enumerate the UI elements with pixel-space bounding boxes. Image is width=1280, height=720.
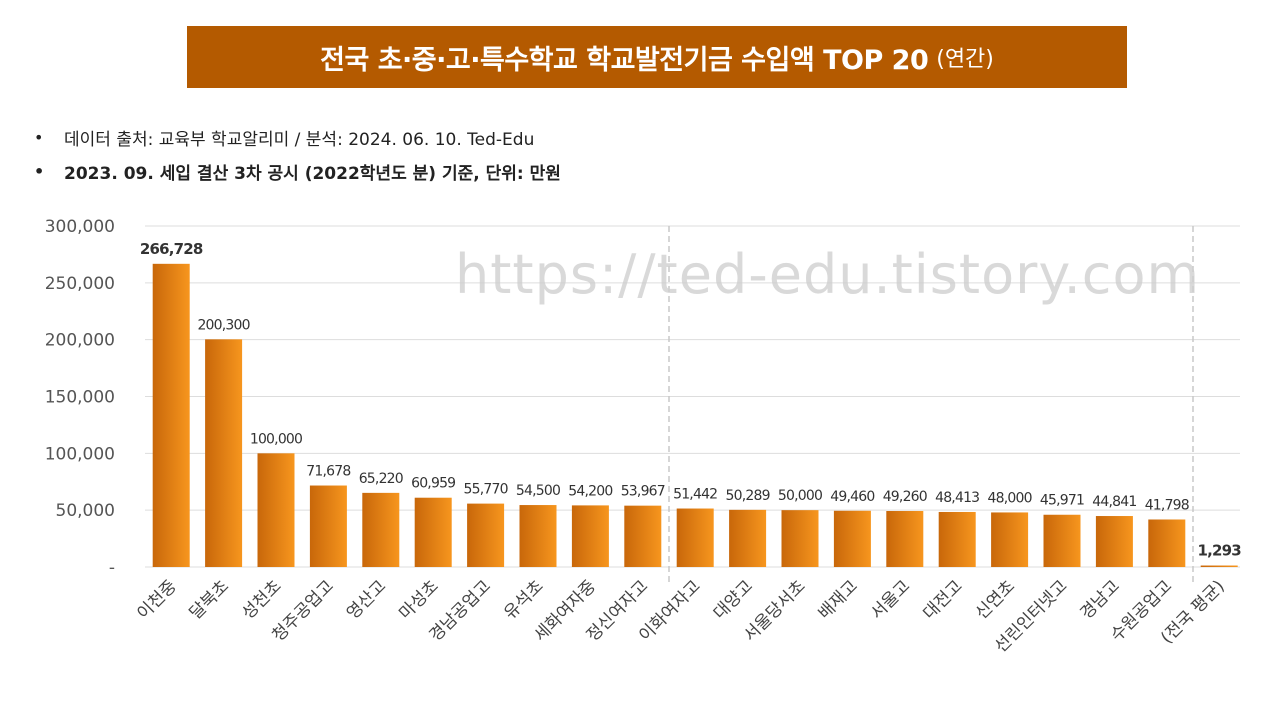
bar <box>362 492 400 567</box>
data-label: 54,200 <box>568 483 612 499</box>
bar <box>833 510 871 567</box>
data-label: 45,971 <box>1040 493 1084 509</box>
x-tick-label: 이천중 <box>133 576 180 623</box>
bar <box>309 485 347 567</box>
data-label: 60,959 <box>411 476 455 492</box>
x-tick-label: 유석초 <box>500 576 547 623</box>
x-tick-label: 영산고 <box>343 576 390 623</box>
bullet-icon: • <box>34 127 44 147</box>
data-label: 50,000 <box>778 488 822 504</box>
data-label: 55,770 <box>464 482 508 498</box>
x-tick-label: 서울고 <box>867 576 914 623</box>
bar <box>729 509 767 567</box>
y-tick-label: - <box>109 558 115 578</box>
data-label: 100,000 <box>250 431 302 447</box>
bar <box>991 512 1029 567</box>
bullet-icon: • <box>34 161 45 181</box>
bars <box>152 263 1238 567</box>
bar <box>1095 516 1133 567</box>
data-label: 51,442 <box>673 487 717 503</box>
bar <box>257 453 295 567</box>
watermark-text: https://ted-edu.tistory.com <box>455 243 1201 306</box>
data-label: 44,841 <box>1092 494 1136 510</box>
bar <box>676 508 714 567</box>
bar <box>886 511 924 567</box>
y-tick-label: 250,000 <box>45 274 115 294</box>
notes-list: • 데이터 출처: 교육부 학교알리미 / 분석: 2024. 06. 10. … <box>34 120 561 188</box>
data-labels: 266,728 200,300 100,000 71,678 65,220 60,959 5… <box>140 240 1242 560</box>
data-label: 49,260 <box>883 489 927 505</box>
bar <box>152 263 190 567</box>
x-tick-label: 배재고 <box>815 576 862 623</box>
y-tick-label: 150,000 <box>45 388 115 408</box>
x-tick-label: 대전고 <box>919 576 966 623</box>
data-label: 48,413 <box>935 490 979 506</box>
data-label: 49,460 <box>830 489 874 505</box>
chart-title-period: (연간) <box>936 47 994 72</box>
note-source-text: 데이터 출처: 교육부 학교알리미 / 분석: 2024. 06. 10. Te… <box>64 129 535 150</box>
y-tick-label: 50,000 <box>56 501 115 521</box>
data-label: 53,967 <box>621 484 665 500</box>
bar-chart: - 50,000 100,000 150,000 200,000 250,000 300,0… <box>45 217 1242 657</box>
data-label: 200,300 <box>197 317 249 333</box>
y-tick-label: 300,000 <box>45 217 115 237</box>
data-label: 54,500 <box>516 483 560 499</box>
note-source: • 데이터 출처: 교육부 학교알리미 / 분석: 2024. 06. 10. … <box>34 120 561 154</box>
data-label: 71,678 <box>306 464 350 480</box>
bar <box>781 510 819 567</box>
note-basis: • 2023. 09. 세입 결산 3차 공시 (2022학년도 분) 기준, … <box>34 154 561 188</box>
bar <box>571 505 609 567</box>
x-tick-label: 경남고 <box>1077 576 1124 623</box>
chart-title-banner: 전국 초·중·고·특수학교 학교발전기금 수입액 TOP 20 (연간) <box>187 26 1127 88</box>
bar <box>1200 565 1238 567</box>
bar <box>624 505 662 567</box>
bar <box>1148 519 1186 567</box>
y-tick-label: 200,000 <box>45 331 115 351</box>
bar <box>1043 514 1081 567</box>
chart-title: 전국 초·중·고·특수학교 학교발전기금 수입액 TOP 20 <box>320 44 929 76</box>
x-tick-label: 달북초 <box>186 576 233 623</box>
data-label: 48,000 <box>988 490 1032 506</box>
y-tick-label: 100,000 <box>45 444 115 464</box>
x-tick-label: 신연초 <box>972 576 1019 623</box>
data-label: 50,289 <box>726 488 770 504</box>
bar <box>414 497 452 567</box>
x-tick-label: 마성초 <box>395 576 442 623</box>
bar <box>519 505 557 567</box>
bar <box>467 503 505 567</box>
data-label: 41,798 <box>1145 497 1189 513</box>
x-tick-label: 성천초 <box>238 576 285 623</box>
x-tick-label: 대양고 <box>710 576 757 623</box>
bar <box>205 339 243 567</box>
data-label: 1,293 <box>1197 542 1241 560</box>
bar <box>938 511 976 567</box>
data-label: 65,220 <box>359 471 403 487</box>
note-basis-text: 2023. 09. 세입 결산 3차 공시 (2022학년도 분) 기준, 단위… <box>64 163 561 184</box>
y-axis: - 50,000 100,000 150,000 200,000 250,000 300,0… <box>45 217 115 578</box>
data-label: 266,728 <box>140 240 203 258</box>
